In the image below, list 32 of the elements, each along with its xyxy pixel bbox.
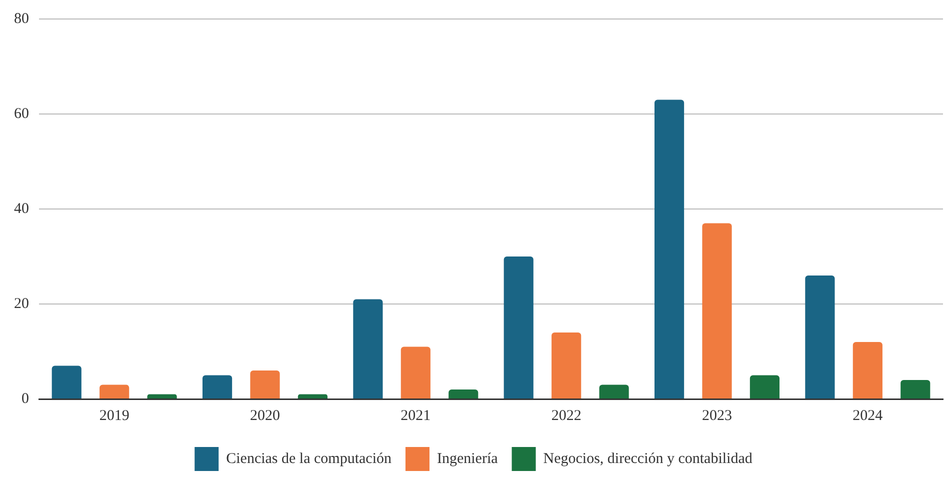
legend-label: Ingeniería xyxy=(436,450,498,467)
bar xyxy=(552,332,582,398)
x-tick-label: 2024 xyxy=(852,408,884,424)
bar xyxy=(52,366,82,398)
bar xyxy=(702,223,732,398)
bar xyxy=(353,299,383,398)
bar xyxy=(805,276,835,398)
legend-label: Negocios, dirección y contabilidad xyxy=(543,450,753,467)
bar xyxy=(202,375,232,398)
bar xyxy=(298,394,328,398)
bar xyxy=(400,346,430,398)
bar xyxy=(504,256,534,398)
x-tick-label: 2021 xyxy=(400,408,431,424)
bar xyxy=(147,394,177,398)
x-tick-label: 2023 xyxy=(702,408,732,424)
bar xyxy=(599,384,629,398)
legend-label: Ciencias de la computación xyxy=(226,450,392,467)
bar xyxy=(250,370,280,398)
y-tick-label: 80 xyxy=(14,10,29,27)
bar xyxy=(654,100,684,398)
bar xyxy=(448,390,478,398)
bar xyxy=(900,380,930,398)
y-tick-label: 60 xyxy=(14,106,29,122)
x-tick-label: 2019 xyxy=(99,408,130,424)
y-tick-label: 20 xyxy=(14,296,29,312)
x-tick-label: 2020 xyxy=(250,408,280,424)
bar xyxy=(852,342,882,398)
y-tick-label: 0 xyxy=(22,390,29,407)
y-tick-label: 40 xyxy=(14,200,29,217)
bar xyxy=(750,375,780,398)
bar xyxy=(100,384,130,398)
x-tick-label: 2022 xyxy=(551,408,582,424)
